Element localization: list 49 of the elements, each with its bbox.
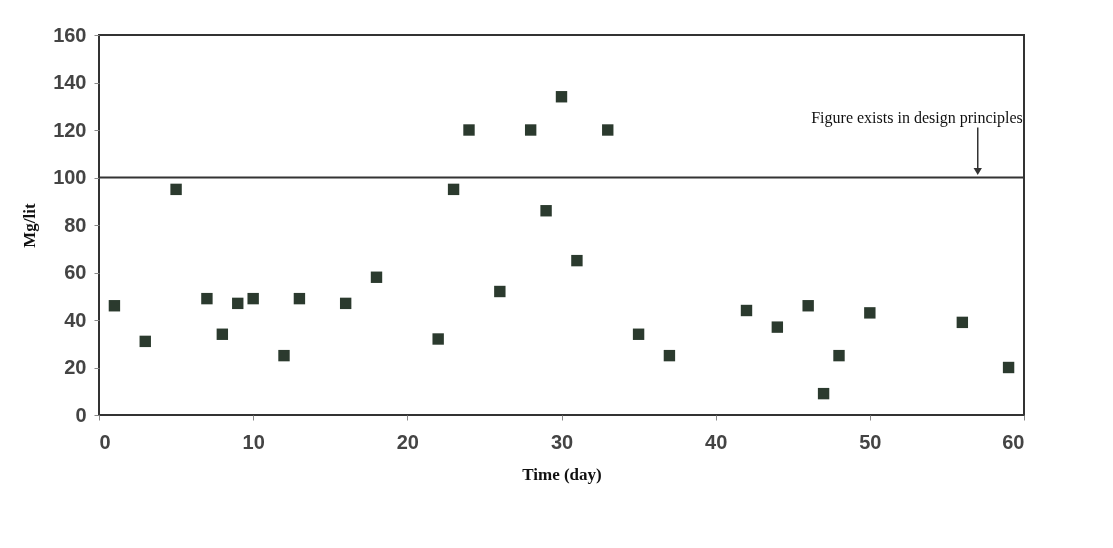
point (293, 292, 306, 305)
x-tick-label: 60 (1002, 430, 1025, 453)
y-tick-label: 0 (75, 403, 87, 426)
point (463, 124, 475, 136)
annotation: Figure exists in design principles (811, 108, 1023, 127)
point (833, 349, 845, 362)
x-tick-label: 20 (396, 430, 419, 453)
point (540, 205, 552, 217)
point (555, 91, 568, 103)
point (602, 124, 614, 136)
point (524, 124, 537, 136)
point (632, 328, 645, 340)
y-tick-label: 80 (64, 213, 87, 236)
y-tick-label: 160 (53, 23, 87, 46)
point (216, 328, 229, 340)
point (956, 316, 969, 329)
y-tick-label: 120 (53, 118, 87, 141)
point (278, 349, 290, 362)
point (139, 335, 151, 348)
point (864, 307, 876, 319)
point (663, 349, 676, 362)
y-tick-label: 60 (64, 261, 87, 283)
y-tick-label: 40 (64, 308, 87, 331)
point (802, 300, 814, 312)
point (432, 333, 444, 345)
point (447, 183, 460, 196)
point (370, 271, 383, 283)
y-axis-title: Mg/lit (20, 202, 40, 248)
point (740, 304, 753, 317)
x-tick-label: 50 (859, 430, 882, 453)
point (494, 285, 506, 298)
point (232, 297, 244, 310)
x-tick-label: 30 (550, 430, 574, 453)
point (1002, 361, 1015, 374)
x-axis-title: Time (day) (522, 464, 602, 484)
y-tick-label: 140 (53, 71, 87, 93)
point (108, 300, 121, 312)
point (571, 254, 583, 267)
y-tick-label: 20 (64, 356, 87, 378)
point (170, 183, 182, 196)
y-tick-label: 100 (53, 166, 87, 188)
x-tick-label: 40 (705, 430, 728, 453)
point (771, 321, 784, 333)
x-tick-label: 10 (242, 430, 265, 453)
point (247, 292, 259, 305)
point (201, 292, 213, 305)
x-tick-label: 0 (99, 430, 111, 453)
point (817, 387, 830, 400)
point (339, 297, 352, 310)
